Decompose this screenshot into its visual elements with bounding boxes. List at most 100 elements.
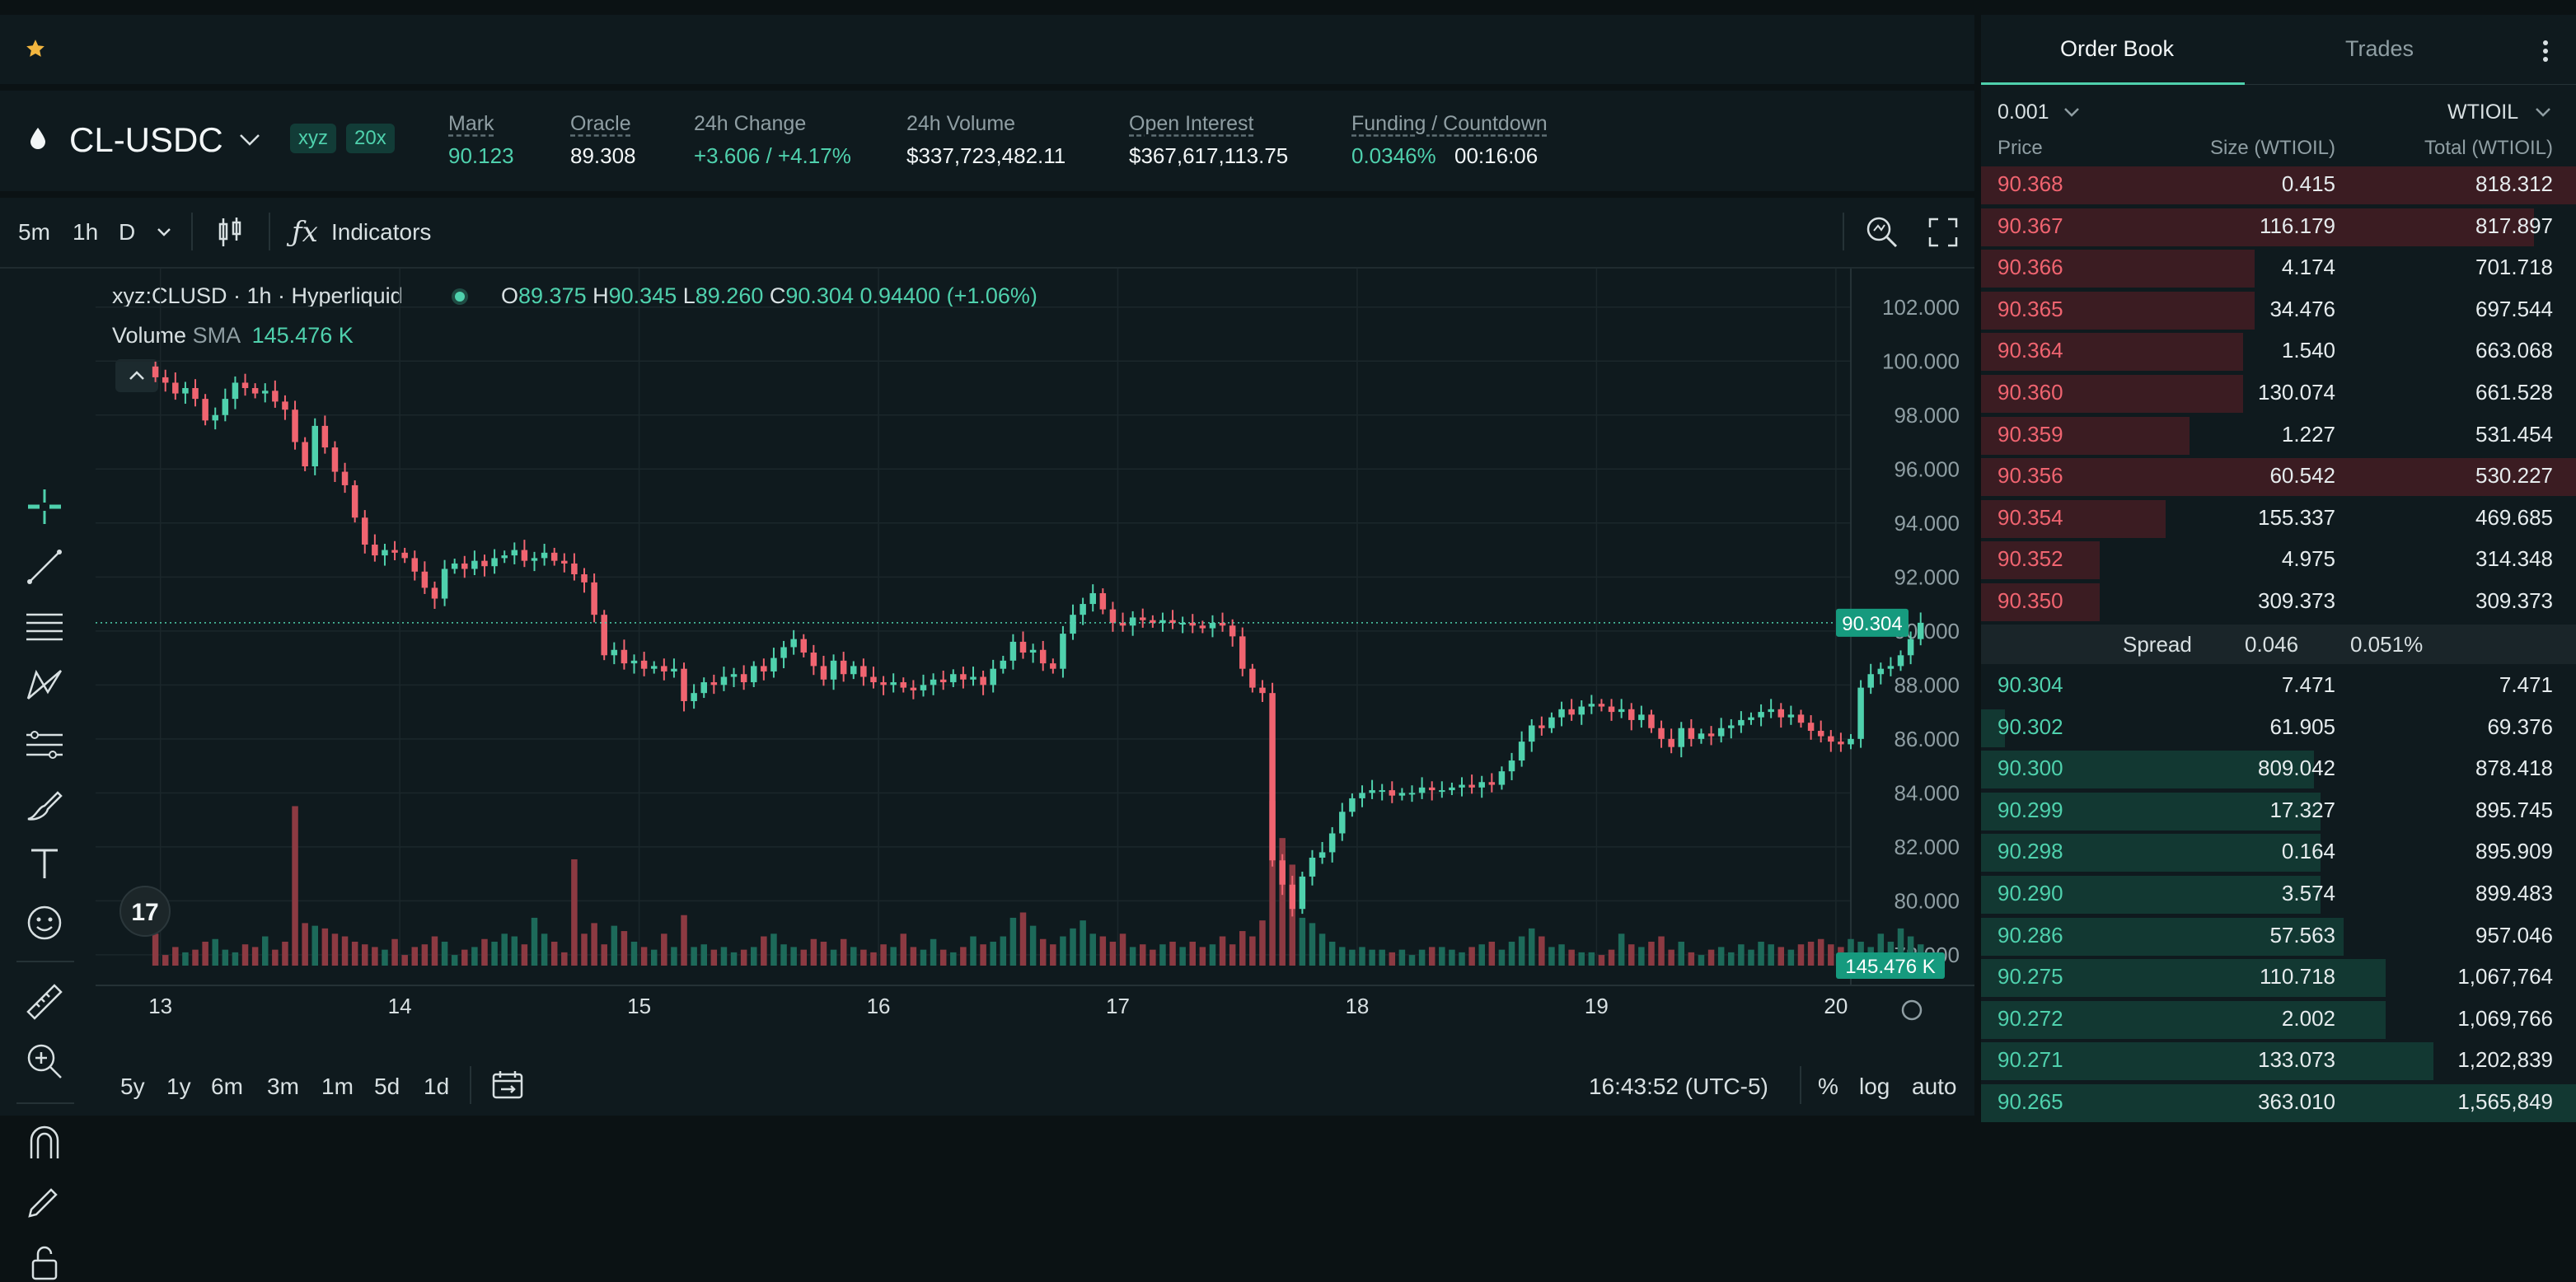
volume-bar (1139, 944, 1146, 966)
zoom-search-icon[interactable] (1864, 214, 1899, 249)
ask-row[interactable]: 90.350 309.373 309.373 (1981, 582, 2576, 621)
range-1y[interactable]: 1y (166, 1074, 191, 1099)
range-6m[interactable]: 6m (211, 1074, 243, 1099)
range-1m[interactable]: 1m (321, 1074, 354, 1099)
ruler-icon[interactable] (25, 982, 64, 1022)
candle-body (1179, 623, 1186, 625)
ask-size: 34.476 (2269, 296, 2335, 321)
candle-body (1887, 666, 1895, 669)
ask-row[interactable]: 90.365 34.476 697.544 (1981, 290, 2576, 330)
timeframe-5m[interactable]: 5m (18, 219, 50, 245)
ask-row[interactable]: 90.368 0.415 818.312 (1981, 165, 2576, 204)
trend-line-icon[interactable] (25, 547, 64, 587)
lock-icon[interactable] (25, 1242, 64, 1282)
change-label: 24h Change (694, 112, 807, 135)
volume-bar (939, 949, 947, 966)
tab-order-book[interactable]: Order Book (2060, 36, 2175, 61)
volume-bar (1817, 938, 1824, 966)
ask-depth-bar (1981, 375, 2243, 413)
candle-body (770, 657, 777, 671)
bid-row[interactable]: 90.300 809.042 878.418 (1981, 749, 2576, 789)
collapse-legend-button[interactable] (115, 359, 158, 392)
bid-row[interactable]: 90.290 3.574 899.483 (1981, 874, 2576, 914)
bid-row[interactable]: 90.302 61.905 69.376 (1981, 708, 2576, 747)
volume-bar (1428, 947, 1436, 966)
candle-body (1848, 738, 1854, 745)
fullscreen-icon[interactable] (1928, 218, 1958, 247)
precision-select[interactable]: 0.001 (1998, 101, 2049, 124)
volume-bar (990, 941, 996, 966)
text-icon[interactable] (25, 844, 64, 883)
bid-row[interactable]: 90.286 57.563 957.046 (1981, 916, 2576, 956)
star-icon[interactable] (25, 38, 46, 59)
candle-body (1468, 784, 1475, 788)
indicators-button[interactable]: Indicators (331, 219, 432, 245)
more-vertical-icon[interactable] (2541, 40, 2550, 63)
ask-size: 130.074 (2258, 380, 2335, 405)
bid-row[interactable]: 90.271 133.073 1,202,839 (1981, 1041, 2576, 1081)
ask-row[interactable]: 90.366 4.174 701.718 (1981, 248, 2576, 288)
bid-row[interactable]: 90.272 2.002 1,069,766 (1981, 999, 2576, 1039)
auto-toggle[interactable]: auto (1912, 1074, 1957, 1099)
ask-row[interactable]: 90.354 155.337 469.685 (1981, 498, 2576, 538)
settings-gear-icon[interactable] (1901, 999, 1923, 1021)
candle-body (1907, 639, 1914, 656)
range-5y[interactable]: 5y (120, 1074, 145, 1099)
ask-row[interactable]: 90.364 1.540 663.068 (1981, 331, 2576, 372)
chevron-down-icon[interactable] (157, 227, 171, 237)
candle-body (920, 685, 927, 690)
candle-body (840, 660, 847, 675)
bid-row[interactable]: 90.304 7.471 7.471 (1981, 666, 2576, 705)
calendar-icon[interactable] (491, 1069, 524, 1101)
bid-total: 895.909 (2475, 839, 2553, 864)
projection-icon[interactable] (25, 725, 64, 765)
candles-icon[interactable] (216, 216, 244, 249)
horizontal-lines-icon[interactable] (25, 606, 64, 646)
crosshair-icon[interactable] (25, 488, 64, 527)
range-5d[interactable]: 5d (374, 1074, 400, 1099)
candle-body (691, 693, 697, 701)
percent-toggle[interactable]: % (1818, 1074, 1838, 1099)
bid-row[interactable]: 90.275 110.718 1,067,764 (1981, 957, 2576, 998)
symbol-selector[interactable]: CL-USDC (69, 120, 223, 159)
price-chart[interactable]: 102.000 100.000 98.000 96.000 94.000 92.000 90… (96, 269, 1974, 1043)
active-tab-indicator (1981, 82, 2245, 85)
emoji-icon[interactable] (25, 903, 64, 943)
timeframe-1h[interactable]: 1h (73, 219, 99, 245)
candle-body (1449, 787, 1455, 791)
volume-bar (1877, 933, 1885, 966)
tab-trades[interactable]: Trades (2345, 36, 2414, 61)
pencil-lock-icon[interactable] (25, 1183, 64, 1223)
magnet-icon[interactable] (25, 1124, 64, 1163)
volume-bar (441, 941, 448, 966)
brush-icon[interactable] (25, 784, 64, 824)
range-3m[interactable]: 3m (267, 1074, 299, 1099)
zoom-in-icon[interactable] (25, 1041, 64, 1081)
volume-bar (1070, 928, 1076, 966)
candle-body (960, 674, 967, 680)
asset-select[interactable]: WTIOIL (2447, 101, 2519, 124)
ask-row[interactable]: 90.367 116.179 817.897 (1981, 207, 2576, 246)
candle-body (810, 653, 817, 667)
range-1d[interactable]: 1d (424, 1074, 450, 1099)
fx-icon[interactable]: ƒx (292, 216, 318, 249)
pattern-icon[interactable] (25, 666, 64, 705)
divider (1843, 213, 1844, 250)
ask-row[interactable]: 90.360 130.074 661.528 (1981, 373, 2576, 413)
bid-row[interactable]: 90.265 363.010 1,565,849 (1981, 1083, 2576, 1122)
log-toggle[interactable]: log (1859, 1074, 1890, 1099)
ask-row[interactable]: 90.359 1.227 531.454 (1981, 415, 2576, 455)
chevron-down-icon[interactable] (2063, 107, 2080, 117)
timeframe-d[interactable]: D (119, 219, 136, 245)
chevron-down-icon[interactable] (239, 133, 260, 147)
volume-bar (1119, 933, 1126, 966)
bid-row[interactable]: 90.299 17.327 895.745 (1981, 791, 2576, 830)
bid-row[interactable]: 90.298 0.164 895.909 (1981, 832, 2576, 873)
chevron-down-icon[interactable] (2535, 107, 2551, 117)
candle-body (1150, 620, 1156, 623)
ask-row[interactable]: 90.352 4.975 314.348 (1981, 540, 2576, 580)
bid-total: 69.376 (2487, 714, 2553, 739)
leverage-badge[interactable]: 20x (346, 124, 395, 153)
ask-price: 90.365 (1998, 296, 2063, 321)
ask-row[interactable]: 90.356 60.542 530.227 (1981, 456, 2576, 497)
